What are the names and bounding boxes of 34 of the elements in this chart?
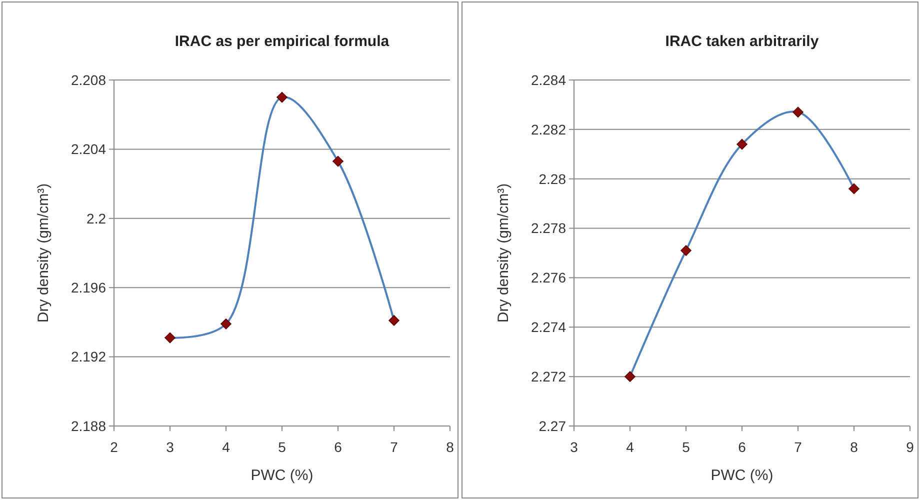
x-tick-label: 8 [446,439,454,455]
chart-title: IRAC taken arbitrarily [665,33,820,50]
y-tick-label: 2.2 [86,210,106,226]
x-tick-label: 5 [278,439,286,455]
y-tick-label: 2.282 [530,121,566,138]
x-tick-label: 4 [626,439,634,455]
chart-title: IRAC as per empirical formula [174,33,390,50]
x-tick-label: 7 [390,439,398,455]
y-tick-label: 2.284 [530,72,566,88]
x-tick-label: 6 [334,439,342,455]
x-axis-title: PWC (%) [250,467,314,484]
x-tick-label: 7 [794,439,802,455]
x-tick-label: 3 [166,439,174,455]
x-tick-label: 2 [110,439,118,455]
y-tick-label: 2.192 [70,348,106,365]
y-axis-title: Dry density (gm/cm³) [495,183,512,323]
x-tick-label: 9 [906,439,914,455]
x-tick-label: 6 [738,439,746,455]
y-tick-label: 2.27 [538,418,566,434]
y-axis-title: Dry density (gm/cm³) [35,183,52,323]
y-tick-label: 2.196 [70,280,106,296]
x-axis-title: PWC (%) [710,467,774,484]
y-tick-label: 2.272 [530,368,566,384]
y-tick-label: 2.208 [70,72,106,88]
y-tick-label: 2.188 [70,418,106,434]
x-tick-label: 8 [850,439,858,455]
y-tick-label: 2.278 [530,220,566,236]
x-tick-label: 4 [222,439,230,455]
y-tick-label: 2.204 [70,141,106,158]
y-tick-label: 2.276 [530,270,566,286]
x-tick-label: 3 [570,439,578,455]
y-tick-label: 2.28 [538,170,566,187]
x-tick-label: 5 [682,439,690,455]
y-tick-label: 2.274 [530,319,566,336]
